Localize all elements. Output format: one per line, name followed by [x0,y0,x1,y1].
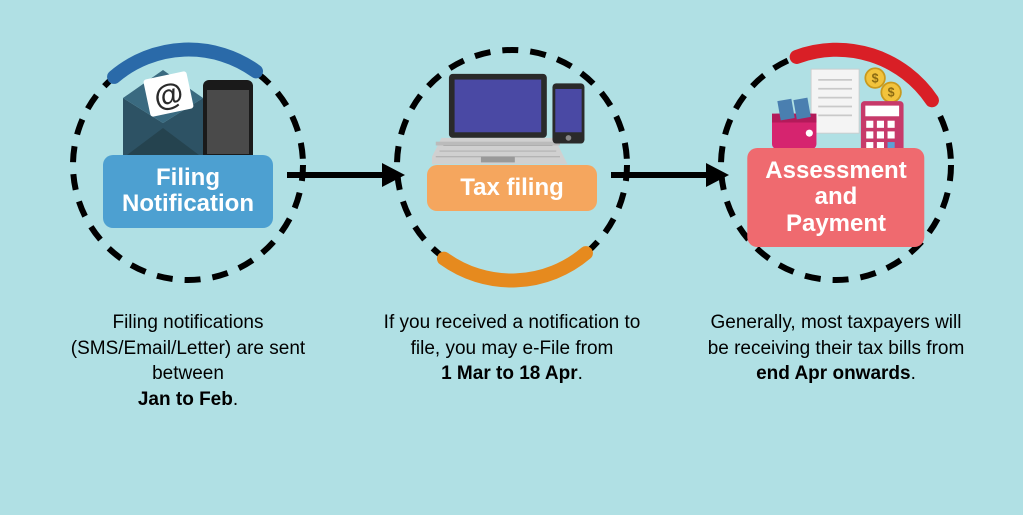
step-tax-filing: Tax filing If you received a notificatio… [372,40,652,387]
step-filing-notification: @ Filing Notification Filing notificatio… [48,40,328,413]
title-1: Filing Notification [122,165,254,218]
infographic-canvas: @ Filing Notification Filing notificatio… [0,0,1023,515]
badge-filing-notification: Filing Notification [103,155,273,228]
badge-assessment-payment: Assessment and Payment [747,148,924,247]
desc-3: Generally, most taxpayers will be receiv… [696,310,976,387]
step-assessment-payment: $ $ [696,40,976,387]
title-2: Tax filing [460,175,564,201]
svg-text:$: $ [872,71,879,85]
badge-tax-filing: Tax filing [427,165,597,211]
laptop-icon [432,70,592,170]
desc-1: Filing notifications (SMS/Email/Letter) … [48,310,328,413]
desc-2: If you received a notification to file, … [372,310,652,387]
title-3: Assessment and Payment [765,158,906,237]
svg-text:$: $ [888,85,895,99]
